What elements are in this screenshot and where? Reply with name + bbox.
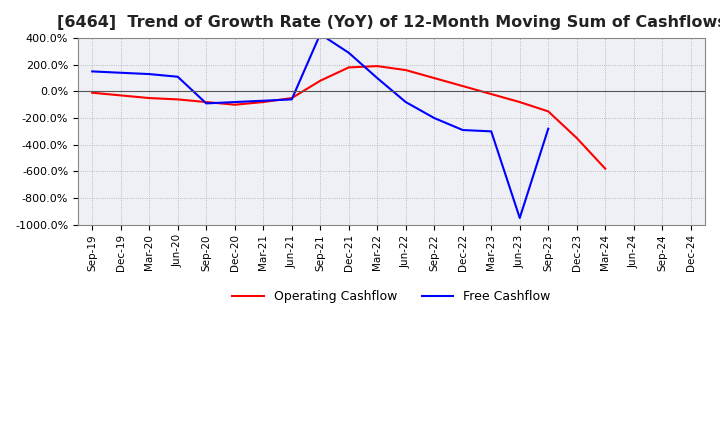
Free Cashflow [287,97,296,102]
Free Cashflow [373,75,382,81]
Operating Cashflow [344,65,353,70]
Free Cashflow [344,50,353,55]
Operating Cashflow [459,84,467,89]
Operating Cashflow [601,166,610,171]
Operating Cashflow [202,99,210,105]
Line: Operating Cashflow: Operating Cashflow [92,66,606,169]
Legend: Operating Cashflow, Free Cashflow: Operating Cashflow, Free Cashflow [228,285,556,308]
Operating Cashflow [516,99,524,105]
Operating Cashflow [287,95,296,101]
Free Cashflow [202,101,210,106]
Operating Cashflow [430,75,438,81]
Operating Cashflow [572,136,581,141]
Free Cashflow [88,69,96,74]
Operating Cashflow [259,99,268,105]
Free Cashflow [174,74,182,79]
Operating Cashflow [174,97,182,102]
Free Cashflow [402,99,410,105]
Operating Cashflow [88,90,96,95]
Free Cashflow [487,129,495,134]
Operating Cashflow [544,109,552,114]
Operating Cashflow [230,102,239,107]
Operating Cashflow [316,78,325,84]
Title: [6464]  Trend of Growth Rate (YoY) of 12-Month Moving Sum of Cashflows: [6464] Trend of Growth Rate (YoY) of 12-… [57,15,720,30]
Operating Cashflow [117,93,125,98]
Line: Free Cashflow: Free Cashflow [92,34,548,218]
Free Cashflow [516,215,524,220]
Free Cashflow [544,126,552,132]
Operating Cashflow [145,95,153,101]
Operating Cashflow [402,67,410,73]
Free Cashflow [230,99,239,105]
Operating Cashflow [487,92,495,97]
Operating Cashflow [373,63,382,69]
Free Cashflow [145,71,153,77]
Free Cashflow [117,70,125,75]
Free Cashflow [259,98,268,103]
Free Cashflow [316,32,325,37]
Free Cashflow [430,115,438,121]
Free Cashflow [459,128,467,133]
